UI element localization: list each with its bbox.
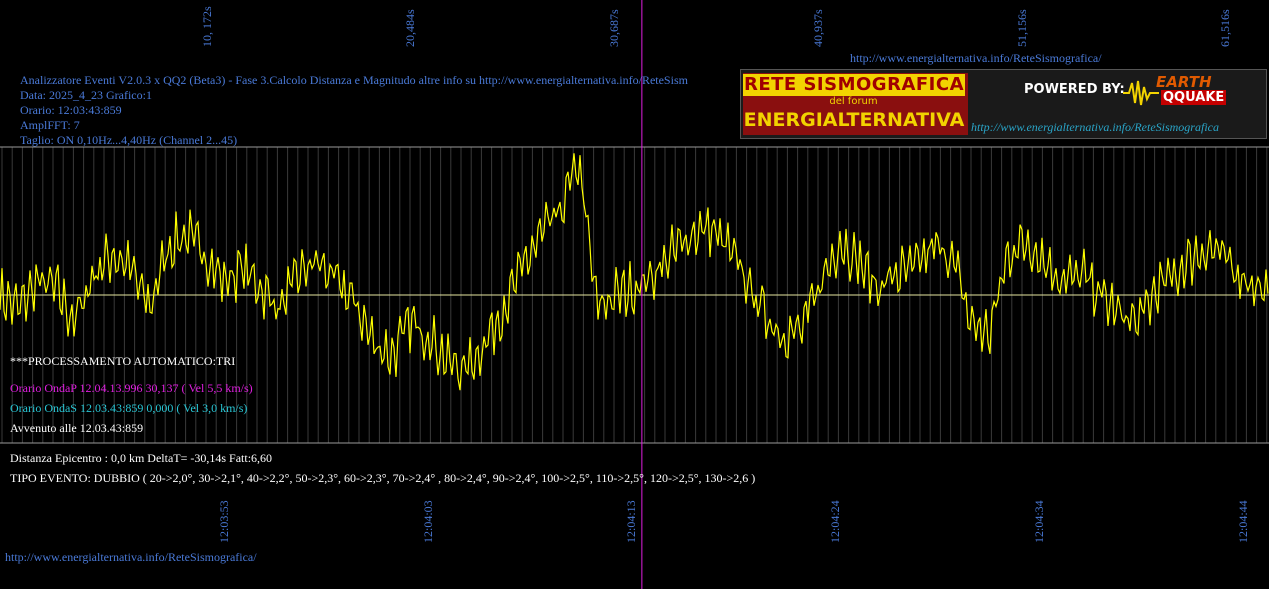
rete-sismografica-logo: RETE SISMOGRAFICA del forum ENERGIALTERN…: [740, 69, 1267, 139]
header-line-title: Analizzatore Eventi V2.0.3 x QQ2 (Beta3)…: [20, 73, 688, 87]
bottom-tick-1: 12:04:03: [421, 500, 435, 543]
epicenter-distance: Distanza Epicentro : 0,0 km DeltaT= -30,…: [10, 451, 273, 465]
header-line-time: Orario: 12:03:43:859: [20, 103, 122, 117]
top-url[interactable]: http://www.energialternativa.info/ReteSi…: [850, 51, 1102, 65]
onda-p-time: Orario OndaP 12.04.13.996 30,137 ( Vel 5…: [10, 381, 253, 395]
logo-title-top: RETE SISMOGRAFICA: [743, 74, 965, 96]
top-tick-3: 40,937s: [811, 9, 825, 47]
processing-auto: ***PROCESSAMENTO AUTOMATICO:TRI: [10, 354, 236, 368]
seismic-trace: [0, 153, 1269, 391]
logo-title-bottom: ENERGIALTERNATIVA: [743, 109, 965, 131]
footer-url[interactable]: http://www.energialternativa.info/ReteSi…: [5, 550, 257, 564]
event-time: Avvenuto alle 12.03.43:859: [10, 421, 144, 435]
event-type: TIPO EVENTO: DUBBIO ( 20->2,0°, 30->2,1°…: [10, 471, 756, 485]
bottom-tick-3: 12:04:24: [828, 500, 842, 543]
logo-earth-text: EARTH: [1156, 73, 1212, 91]
top-tick-2: 30,687s: [607, 9, 621, 47]
logo-powered-by: POWERED BY:: [1024, 82, 1125, 97]
top-tick-4: 51,156s: [1015, 9, 1029, 47]
bottom-tick-4: 12:04:34: [1032, 500, 1046, 543]
header-line-filter: Taglio: ON 0,10Hz...4,40Hz (Channel 2...…: [20, 133, 238, 147]
header-line-amplfft: AmplFFT: 7: [20, 118, 80, 132]
onda-s-time: Orario OndaS 12.03.43:859 0,000 ( Vel 3,…: [10, 401, 248, 415]
top-tick-0: 10, 172s: [200, 6, 214, 47]
logo-qquake-text: QQUAKE: [1161, 90, 1227, 105]
bottom-tick-5: 12:04:44: [1236, 500, 1250, 543]
bottom-tick-2: 12:04:13: [624, 500, 638, 543]
top-tick-5: 61,516s: [1218, 9, 1232, 47]
logo-subtitle: del forum: [829, 96, 878, 107]
top-tick-1: 20,484s: [403, 9, 417, 47]
bottom-tick-0: 12:03:53: [217, 500, 231, 543]
seismograph-wave-icon: [1123, 80, 1159, 106]
logo-url[interactable]: http://www.energialternativa.info/ReteSi…: [971, 120, 1219, 134]
header-line-date: Data: 2025_4_23 Grafico:1: [20, 88, 152, 102]
